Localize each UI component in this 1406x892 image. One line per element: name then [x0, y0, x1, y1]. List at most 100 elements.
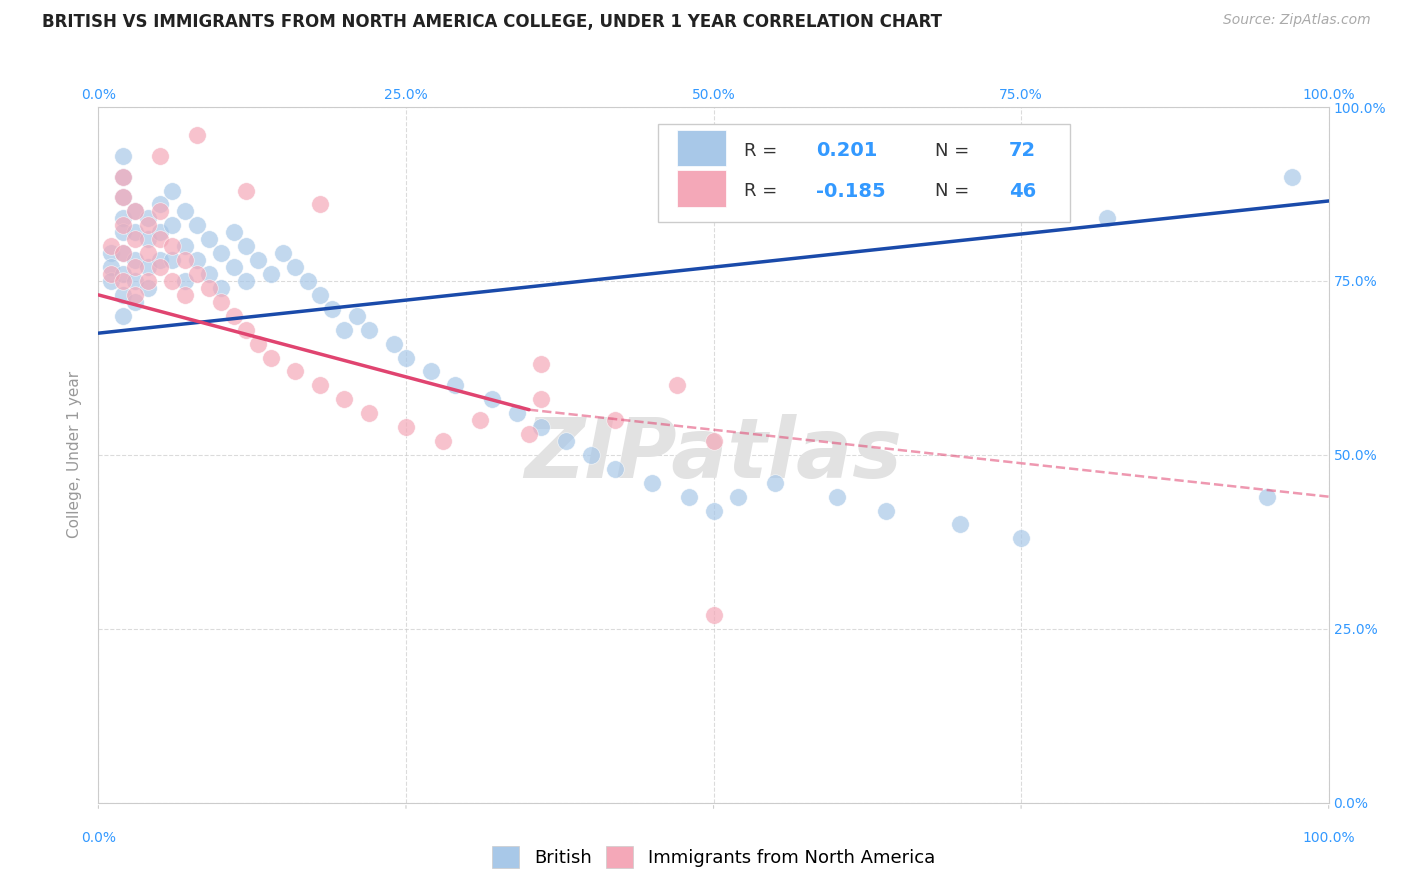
Point — [149, 204, 172, 219]
Point — [100, 239, 122, 253]
Point — [100, 260, 122, 274]
Point — [124, 232, 146, 246]
Point — [100, 246, 122, 260]
Point — [112, 246, 135, 260]
Point — [395, 351, 418, 365]
Point — [235, 323, 257, 337]
Point — [333, 323, 356, 337]
Point — [162, 274, 183, 288]
Point — [173, 239, 195, 253]
Point — [333, 392, 356, 407]
Point — [395, 420, 418, 434]
Point — [149, 260, 172, 274]
Point — [112, 169, 135, 184]
Point — [359, 406, 381, 420]
Point — [186, 267, 208, 281]
Point — [211, 281, 233, 295]
Point — [641, 475, 664, 490]
Point — [112, 190, 135, 204]
Point — [555, 434, 578, 448]
Point — [1256, 490, 1278, 504]
Point — [124, 204, 146, 219]
Point — [222, 309, 245, 323]
Point — [124, 225, 146, 239]
Point — [359, 323, 381, 337]
Text: Source: ZipAtlas.com: Source: ZipAtlas.com — [1223, 13, 1371, 28]
Point — [727, 490, 749, 504]
Y-axis label: College, Under 1 year: College, Under 1 year — [67, 371, 83, 539]
Point — [1010, 532, 1032, 546]
Text: -0.185: -0.185 — [815, 182, 886, 201]
Point — [124, 204, 146, 219]
Point — [506, 406, 529, 420]
Point — [235, 184, 257, 198]
Point — [186, 128, 208, 142]
Point — [136, 274, 159, 288]
Point — [112, 190, 135, 204]
Point — [530, 392, 553, 407]
Point — [222, 260, 245, 274]
Point — [211, 294, 233, 309]
Point — [309, 197, 332, 211]
Point — [162, 184, 183, 198]
Point — [1097, 211, 1119, 226]
Point — [112, 309, 135, 323]
Text: 0.201: 0.201 — [815, 141, 877, 161]
Point — [235, 274, 257, 288]
Point — [605, 462, 627, 476]
Point — [703, 503, 725, 517]
Point — [309, 288, 332, 302]
Text: 46: 46 — [1010, 182, 1036, 201]
Point — [136, 246, 159, 260]
Text: 72: 72 — [1010, 141, 1036, 161]
Point — [432, 434, 454, 448]
Point — [112, 274, 135, 288]
Text: R =: R = — [744, 182, 783, 200]
Point — [321, 301, 343, 316]
Text: 0.0%: 0.0% — [82, 830, 115, 845]
Point — [198, 267, 221, 281]
Point — [186, 253, 208, 268]
Text: BRITISH VS IMMIGRANTS FROM NORTH AMERICA COLLEGE, UNDER 1 YEAR CORRELATION CHART: BRITISH VS IMMIGRANTS FROM NORTH AMERICA… — [42, 13, 942, 31]
Point — [112, 288, 135, 302]
Text: 100.0%: 100.0% — [1302, 830, 1355, 845]
Point — [481, 392, 503, 407]
Point — [211, 246, 233, 260]
Point — [149, 149, 172, 163]
FancyBboxPatch shape — [676, 130, 725, 166]
Point — [309, 378, 332, 392]
Point — [136, 232, 159, 246]
Point — [149, 253, 172, 268]
FancyBboxPatch shape — [676, 170, 725, 207]
Point — [875, 503, 897, 517]
Point — [419, 364, 441, 378]
Point — [173, 204, 195, 219]
Point — [271, 246, 294, 260]
Point — [247, 253, 270, 268]
Point — [468, 413, 491, 427]
Point — [124, 260, 146, 274]
Point — [162, 253, 183, 268]
Point — [260, 351, 283, 365]
Point — [136, 260, 159, 274]
Point — [444, 378, 467, 392]
Point — [949, 517, 972, 532]
Point — [1281, 169, 1303, 184]
Point — [162, 239, 183, 253]
Point — [173, 253, 195, 268]
Point — [124, 253, 146, 268]
Text: R =: R = — [744, 142, 783, 160]
Point — [703, 607, 725, 622]
Point — [136, 281, 159, 295]
Point — [346, 309, 368, 323]
Point — [382, 336, 405, 351]
Point — [579, 448, 602, 462]
Point — [198, 232, 221, 246]
Point — [112, 246, 135, 260]
Point — [136, 219, 159, 233]
Point — [112, 149, 135, 163]
Point — [124, 288, 146, 302]
Point — [517, 427, 540, 442]
Point — [763, 475, 786, 490]
Point — [186, 219, 208, 233]
